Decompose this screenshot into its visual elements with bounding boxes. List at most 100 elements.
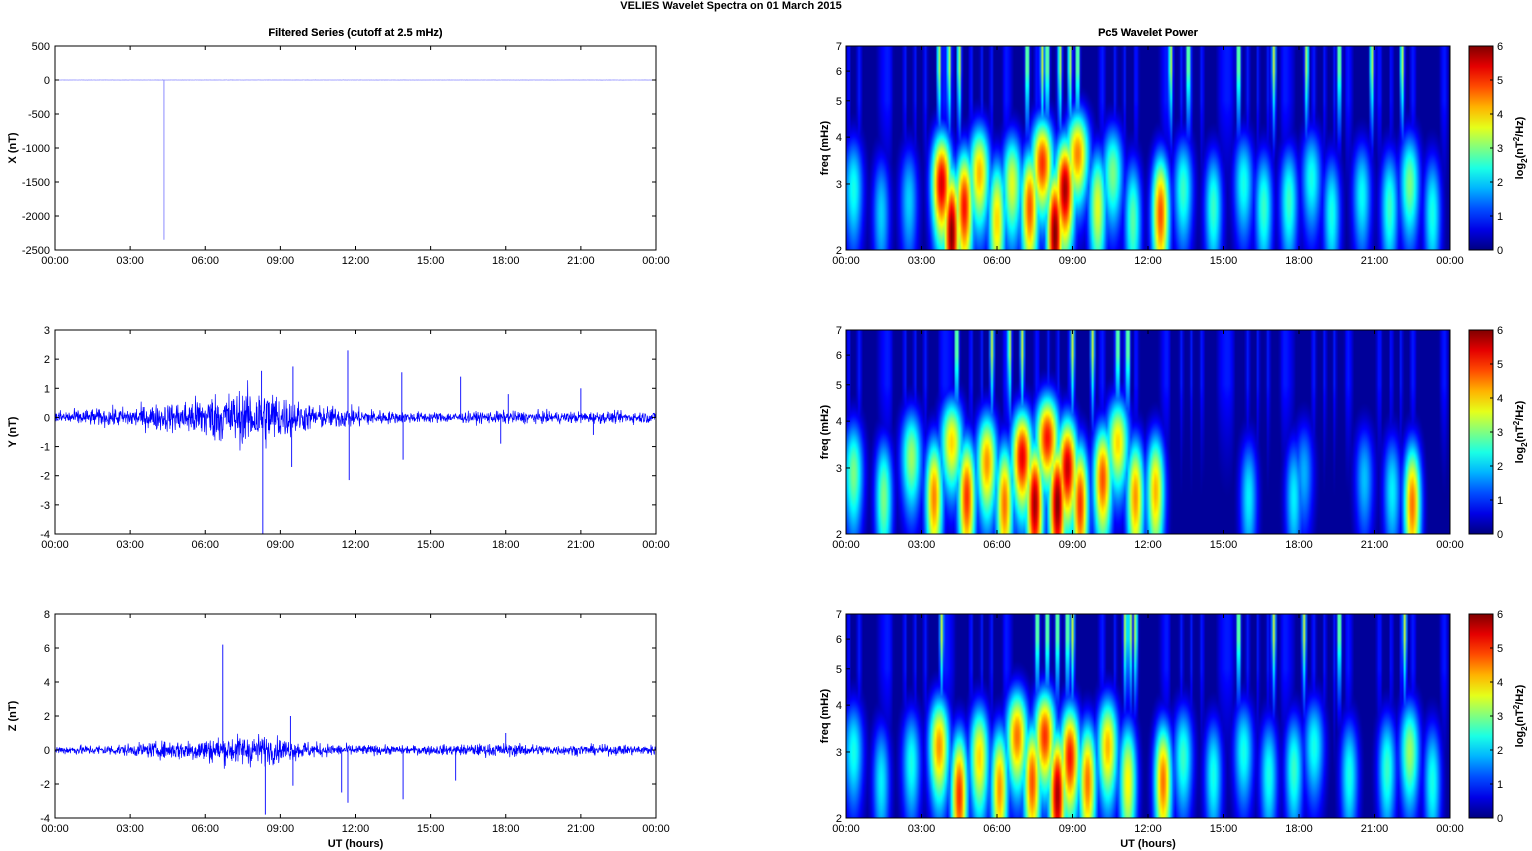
ylabel: Y (nT) [7,416,19,447]
heatmap-xtick-label: 09:00 [1059,539,1087,551]
colorbar-tick-label: 2 [1497,745,1503,757]
heatmap-xtick-label: 03:00 [908,823,936,835]
heatmap-xtick-label: 00:00 [832,539,860,551]
line-xtick-label: 03:00 [116,255,144,267]
ytick-label: -2 [40,471,50,483]
heatmap-xtick-label: 18:00 [1285,539,1313,551]
ytick-label: -1 [40,442,50,454]
series-group [55,79,656,240]
colorbar-tick-label: 4 [1497,109,1503,121]
line-xtick-label: 12:00 [342,823,370,835]
colorbar-tick-label: 5 [1497,75,1503,87]
heatmap-xtick-label: 00:00 [1436,823,1464,835]
colorbar [1468,613,1494,819]
heatmap-xtick-label: 21:00 [1361,255,1389,267]
ytick-label: -1000 [22,143,50,155]
heatmap-xtick-label: 00:00 [1436,539,1464,551]
series-group [55,350,656,534]
ytick-label: 2 [44,711,50,723]
heatmap-panel-3: 2 3 4 5 6 7 freq (mHz) 00:00 03:00 06:00 09:00 12:0… [819,609,1529,850]
line-xtick-label: 03:00 [116,539,144,551]
line-xtick-label: 00:00 [642,255,670,267]
colorbar-tick-label: 1 [1497,211,1503,223]
line-xtick-label: 00:00 [41,539,69,551]
heatmap-ytick-label: 5 [836,380,842,392]
ytick-label: -500 [28,109,50,121]
heatmap-ytick-label: 6 [836,66,842,78]
heatmap-xlabel: UT (hours) [1120,838,1176,850]
ytick-label: -3 [40,500,50,512]
heatmap-ytick-label: 4 [836,416,842,428]
right-column-title: Pc5 Wavelet Power [1098,27,1199,39]
left-column-title: Filtered Series (cutoff at 2.5 mHz) [268,27,443,39]
colorbar-tick-label: 4 [1497,677,1503,689]
heatmap-xtick-label: 00:00 [832,255,860,267]
ytick-label: 8 [44,609,50,621]
ytick-label: 0 [44,75,50,87]
line-panel-title: Filtered Series (cutoff at 2.5 mHz) [268,27,443,39]
line-xtick-label: 21:00 [567,823,595,835]
line-xtick-label: 18:00 [492,539,520,551]
line-xtick-label: 06:00 [191,539,219,551]
line-xtick-label: 18:00 [492,823,520,835]
line-xtick-label: 09:00 [267,255,295,267]
colorbar-tick-label: 1 [1497,495,1503,507]
heatmap-ytick-label: 2 [836,245,842,257]
line-xlabel: UT (hours) [328,838,384,850]
line-xtick-label: 18:00 [492,255,520,267]
line-xtick-label: 00:00 [642,539,670,551]
colorbar-label: log2(nT2/Hz) [1512,400,1529,463]
line-xtick-label: 15:00 [417,255,445,267]
heatmap-xtick-label: 12:00 [1134,539,1162,551]
series-line [55,380,656,451]
colorbar-tick-label: 0 [1497,245,1503,257]
colorbar-tick-label: 3 [1497,143,1503,155]
heatmap-ylabel: freq (mHz) [819,688,831,743]
wavelet-power-image [846,330,1450,534]
line-plot-area [55,614,656,818]
heatmap-xtick-label: 21:00 [1361,823,1389,835]
line-panel-1: Filtered Series (cutoff at 2.5 mHz) 500 0 -… [7,27,670,267]
ytick-label: -2500 [22,245,50,257]
heatmap-xtick-label: 12:00 [1134,255,1162,267]
line-xtick-label: 06:00 [191,823,219,835]
colorbar-label: log2(nT2/Hz) [1512,116,1529,179]
line-xtick-label: 09:00 [267,539,295,551]
ylabel: X (nT) [7,132,19,163]
colorbar-tick-label: 3 [1497,711,1503,723]
ylabel: Z (nT) [7,700,19,731]
colorbar [1468,45,1494,251]
colorbar-tick-label: 3 [1497,427,1503,439]
line-xtick-label: 00:00 [41,823,69,835]
ytick-label: 6 [44,643,50,655]
colorbar-tick-label: 6 [1497,41,1503,53]
ytick-label: 4 [44,677,50,689]
ytick-label: -2000 [22,211,50,223]
heatmap-title: Pc5 Wavelet Power [1098,27,1199,39]
heatmap-xtick-label: 00:00 [1436,255,1464,267]
colorbar-tick-label: 0 [1497,813,1503,825]
series-line [55,733,656,769]
heatmap-xtick-label: 15:00 [1210,539,1238,551]
line-plot-area [55,46,656,250]
heatmap-ytick-label: 7 [836,609,842,621]
heatmap-xtick-label: 21:00 [1361,539,1389,551]
heatmap-xtick-label: 09:00 [1059,823,1087,835]
panels: Filtered Series (cutoff at 2.5 mHz) 5 0 0 0 -… [7,27,1529,850]
colorbar-label: log2(nT2/Hz) [1512,684,1529,747]
heatmap-xtick-label: 03:00 [908,255,936,267]
heatmap-ytick-label: 4 [836,700,842,712]
line-xtick-label: 12:00 [342,255,370,267]
heatmap-xtick-label: 00:00 [832,823,860,835]
heatmap-ylabel: freq (mHz) [819,120,831,175]
colorbar-tick-label: 2 [1497,177,1503,189]
ytick-label: 0 [44,745,50,757]
line-xtick-label: 00:00 [642,823,670,835]
ytick-label: -2 [40,779,50,791]
ytick-label: 3 [44,325,50,337]
heatmap-xtick-label: 18:00 [1285,255,1313,267]
line-xtick-label: 21:00 [567,539,595,551]
heatmap-ytick-label: 6 [836,634,842,646]
heatmap-ytick-label: 5 [836,96,842,108]
